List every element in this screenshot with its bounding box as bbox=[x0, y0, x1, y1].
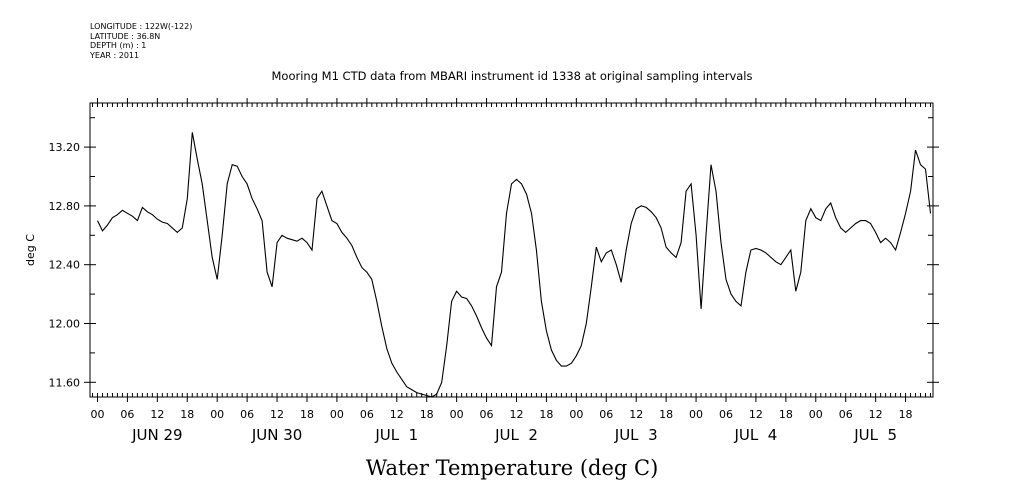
x-hour-label: 12 bbox=[270, 408, 284, 421]
x-hour-label: 18 bbox=[659, 408, 673, 421]
x-day-label: JUL 1 bbox=[374, 426, 418, 444]
x-hour-label: 06 bbox=[240, 408, 254, 421]
x-day-label: JUL 5 bbox=[853, 426, 897, 444]
y-axis: 11.60 12.00 12.40 12.80 13.20 bbox=[49, 117, 939, 389]
meta-longitude: LONGITUDE : 122W(-122) bbox=[90, 22, 193, 31]
x-hour-label: 18 bbox=[420, 408, 434, 421]
x-axis-label: Water Temperature (deg C) bbox=[366, 456, 659, 480]
x-hour-label: 00 bbox=[210, 408, 224, 421]
y-tick-label: 13.20 bbox=[49, 141, 81, 154]
y-tick-label: 12.00 bbox=[49, 318, 81, 331]
x-day-label: JUN 29 bbox=[131, 426, 182, 444]
x-hour-label: 00 bbox=[450, 408, 464, 421]
y-tick-label: 12.40 bbox=[49, 259, 81, 272]
x-hour-label: 12 bbox=[150, 408, 164, 421]
x-hour-label: 00 bbox=[809, 408, 823, 421]
y-tick-label: 12.80 bbox=[49, 200, 81, 213]
x-hour-label: 06 bbox=[839, 408, 853, 421]
x-hour-label: 12 bbox=[509, 408, 523, 421]
x-hour-label: 00 bbox=[569, 408, 583, 421]
x-day-label: JUL 3 bbox=[614, 426, 658, 444]
x-hour-label: 00 bbox=[330, 408, 344, 421]
x-hour-label: 12 bbox=[749, 408, 763, 421]
x-day-label: JUL 4 bbox=[733, 426, 777, 444]
x-hour-label: 18 bbox=[539, 408, 553, 421]
x-hour-label: 00 bbox=[90, 408, 104, 421]
x-hour-label: 06 bbox=[599, 408, 613, 421]
y-axis-label: deg C bbox=[24, 234, 37, 266]
x-hour-label: 18 bbox=[300, 408, 314, 421]
minor-ticks bbox=[91, 103, 932, 397]
x-hour-label: 06 bbox=[120, 408, 134, 421]
x-hour-label: 18 bbox=[779, 408, 793, 421]
x-hour-label: 06 bbox=[480, 408, 494, 421]
x-axis: 00 06 12 18 00 06 12 18 00 06 12 18 00 06 12 18 00 06 12 18… bbox=[90, 98, 913, 444]
x-hour-label: 12 bbox=[629, 408, 643, 421]
x-day-label: JUL 2 bbox=[494, 426, 538, 444]
meta-year: YEAR : 2011 bbox=[90, 50, 140, 60]
chart-title: Mooring M1 CTD data from MBARI instrumen… bbox=[272, 69, 753, 83]
meta-depth: DEPTH (m) : 1 bbox=[90, 41, 147, 50]
y-tick-label: 11.60 bbox=[49, 376, 81, 389]
meta-latitude: LATITUDE : 36.8N bbox=[90, 31, 161, 41]
x-hour-label: 00 bbox=[689, 408, 703, 421]
x-hour-label: 06 bbox=[360, 408, 374, 421]
x-hour-label: 18 bbox=[180, 408, 194, 421]
x-day-label: JUN 30 bbox=[251, 426, 302, 444]
x-hour-label: 12 bbox=[390, 408, 404, 421]
plot-frame bbox=[89, 102, 934, 398]
x-hour-label: 18 bbox=[899, 408, 913, 421]
x-hour-label: 06 bbox=[719, 408, 733, 421]
series-line bbox=[97, 132, 932, 398]
metadata-block: LONGITUDE : 122W(-122) LATITUDE : 36.8N … bbox=[90, 22, 192, 60]
x-hour-label: 12 bbox=[869, 408, 883, 421]
